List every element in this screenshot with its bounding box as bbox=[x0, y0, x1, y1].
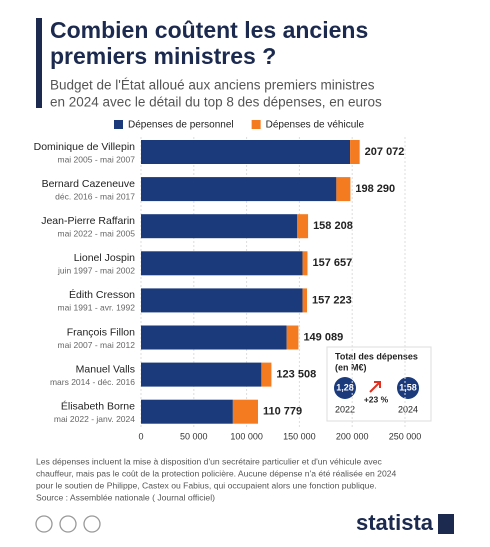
category-label: Lionel Jospin bbox=[74, 252, 135, 264]
subtitle: Budget de l'État alloué aux anciens prem… bbox=[50, 78, 375, 93]
total-label: 158 208 bbox=[313, 220, 353, 232]
bar-segment bbox=[141, 251, 303, 276]
bar-segment bbox=[141, 177, 337, 202]
inset-value: 1,28 bbox=[336, 382, 354, 392]
category-label: Édith Cresson bbox=[69, 288, 135, 301]
note: pour le soutien de Philippe, Castex ou F… bbox=[36, 480, 377, 490]
bar-segment bbox=[286, 325, 299, 350]
bar-segment bbox=[336, 177, 351, 202]
subtitle: en 2024 avec le détail du top 8 des dépe… bbox=[50, 95, 382, 110]
inset-year: 2024 bbox=[398, 404, 418, 414]
bar-segment bbox=[141, 214, 298, 239]
category-period: mai 2005 - mai 2007 bbox=[58, 154, 136, 164]
x-tick-label: 50 000 bbox=[180, 431, 208, 441]
category-label: Dominique de Villepin bbox=[34, 141, 136, 153]
legend-label: Dépenses de véhicule bbox=[266, 120, 365, 131]
inset-year: 2022 bbox=[335, 404, 355, 414]
brand: statista bbox=[356, 510, 434, 535]
bar-segment bbox=[261, 362, 272, 387]
category-label: François Fillon bbox=[67, 326, 135, 338]
category-period: juin 1997 - mai 2002 bbox=[57, 266, 135, 276]
category-label: Bernard Cazeneuve bbox=[42, 178, 136, 190]
total-label: 157 657 bbox=[312, 257, 352, 269]
license-icons bbox=[35, 515, 101, 533]
inset-circle bbox=[397, 377, 419, 399]
x-tick-label: 150 000 bbox=[283, 431, 316, 441]
title-accent bbox=[36, 18, 42, 108]
category-period: mai 2022 - janv. 2024 bbox=[54, 414, 135, 424]
x-tick-label: 100 000 bbox=[230, 431, 263, 441]
inset-change: +23 % bbox=[364, 394, 389, 404]
bar-segment bbox=[350, 140, 360, 164]
legend-swatch bbox=[251, 120, 261, 129]
note: Les dépenses incluent la mise à disposit… bbox=[36, 456, 383, 466]
bar-segment bbox=[141, 288, 303, 313]
x-tick-label: 200 000 bbox=[336, 431, 369, 441]
category-label: Manuel Valls bbox=[76, 363, 135, 375]
bar-segment bbox=[141, 399, 233, 424]
total-label: 123 508 bbox=[276, 369, 316, 381]
bar-segment bbox=[302, 288, 308, 313]
inset: Total des dépenses(en M€) 1,28 2022 1,58 202… bbox=[326, 346, 432, 422]
inset-circle bbox=[334, 377, 356, 399]
brand-icon bbox=[438, 514, 454, 534]
source: Source : Assemblée nationale ( Journal o… bbox=[36, 492, 215, 502]
chart-title: premiers ministres ? bbox=[50, 43, 276, 69]
inset-value: 1,58 bbox=[399, 382, 417, 392]
x-tick-label: 0 bbox=[138, 431, 143, 441]
inset-title: Total des dépenses bbox=[335, 351, 418, 361]
bar-segment bbox=[141, 325, 287, 350]
category-period: mai 2022 - mai 2005 bbox=[58, 228, 136, 238]
total-label: 207 072 bbox=[365, 146, 405, 158]
total-label: 157 223 bbox=[312, 294, 352, 306]
total-label: 110 779 bbox=[263, 406, 302, 418]
bar-segment bbox=[297, 214, 309, 239]
note: chauffeur, mais pas le coût de la protec… bbox=[36, 468, 396, 478]
x-tick-label: 250 000 bbox=[389, 431, 422, 441]
chart-title: Combien coûtent les anciens bbox=[50, 17, 368, 43]
legend-swatch bbox=[114, 120, 123, 129]
total-label: 198 290 bbox=[355, 183, 395, 195]
category-period: mars 2014 - déc. 2016 bbox=[50, 377, 135, 387]
inset-title: (en M€) bbox=[335, 362, 367, 372]
category-label: Jean-Pierre Raffarin bbox=[41, 215, 135, 227]
total-label: 149 089 bbox=[303, 331, 343, 343]
category-period: mai 2007 - mai 2012 bbox=[58, 340, 136, 350]
category-period: déc. 2016 - mai 2017 bbox=[55, 191, 135, 201]
category-period: mai 1991 - avr. 1992 bbox=[58, 303, 136, 313]
bar-segment bbox=[232, 399, 258, 424]
category-label: Élisabeth Borne bbox=[61, 399, 135, 412]
bar-segment bbox=[302, 251, 308, 276]
legend-label: Dépenses de personnel bbox=[128, 120, 234, 131]
bar-segment bbox=[141, 362, 262, 387]
bar-segment bbox=[141, 140, 351, 164]
inset-arrow bbox=[369, 381, 381, 393]
